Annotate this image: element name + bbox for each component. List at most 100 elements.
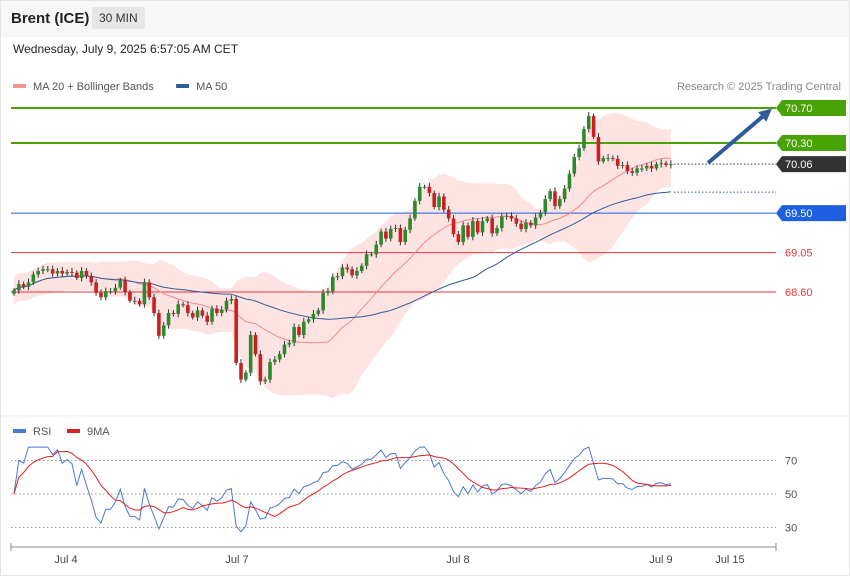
- candle-body: [538, 212, 543, 218]
- candle-body: [128, 292, 132, 301]
- candle-body: [302, 321, 306, 335]
- candle-body: [456, 234, 461, 243]
- candle-body: [74, 272, 79, 278]
- candle-body: [582, 129, 586, 149]
- rsi-legend-label: 9MA: [87, 426, 110, 438]
- candle-body: [359, 265, 364, 271]
- candle-body: [355, 270, 359, 276]
- candle-body: [398, 228, 403, 243]
- candle-body: [509, 215, 514, 219]
- candle-body: [263, 379, 267, 382]
- candle-body: [649, 165, 654, 169]
- candle-body: [635, 168, 639, 173]
- candle-body: [108, 291, 113, 293]
- candle-body: [17, 284, 21, 291]
- candle-body: [461, 225, 465, 243]
- candle-body: [292, 327, 296, 343]
- candle-body: [504, 215, 509, 217]
- candle-body: [379, 231, 383, 245]
- candle-body: [297, 327, 301, 335]
- candle-body: [543, 199, 548, 213]
- candle-body: [277, 354, 282, 360]
- candle-body: [606, 157, 610, 159]
- candle-body: [311, 313, 316, 320]
- rsi-level-label: 70: [785, 456, 797, 468]
- candle-body: [567, 173, 572, 189]
- candle-body: [89, 276, 94, 283]
- candle-body: [113, 287, 118, 292]
- level-label-70.70: 70.70: [785, 103, 813, 115]
- candle-body: [176, 304, 181, 314]
- candle-body: [529, 222, 533, 226]
- ma20-line: [13, 157, 671, 344]
- candle-body: [533, 217, 538, 226]
- candle-body: [287, 342, 292, 345]
- candle-body: [620, 164, 625, 166]
- candle-body: [330, 277, 335, 292]
- candle-body: [659, 163, 664, 165]
- candle-body: [258, 354, 263, 382]
- candle-body: [388, 228, 393, 239]
- candle-body: [316, 310, 321, 314]
- candle-body: [326, 291, 330, 293]
- candle-body: [557, 199, 562, 207]
- candle-body: [273, 359, 277, 363]
- candle-body: [171, 313, 176, 315]
- candle-body: [234, 299, 238, 363]
- candle-body: [615, 158, 620, 166]
- candle-body: [118, 280, 123, 288]
- candle-body: [41, 269, 45, 271]
- candle-body: [253, 334, 258, 355]
- legend-swatch: [176, 84, 190, 88]
- candle-body: [630, 171, 635, 173]
- legend-swatch: [13, 84, 26, 88]
- candle-body: [417, 186, 422, 201]
- candle-body: [384, 231, 388, 239]
- candle-body: [321, 292, 325, 311]
- candle-body: [466, 225, 470, 237]
- candle-body: [205, 315, 209, 322]
- candle-body: [500, 216, 504, 229]
- candle-body: [239, 362, 243, 380]
- candle-body: [577, 148, 581, 158]
- candle-body: [268, 362, 272, 380]
- candle-body: [422, 186, 427, 188]
- candle-body: [524, 222, 528, 229]
- candle-body: [345, 267, 350, 270]
- level-tag-70.06: [776, 156, 846, 173]
- candle-body: [210, 308, 214, 322]
- candle-body: [490, 218, 494, 234]
- candle-body: [248, 334, 253, 373]
- x-tick-label: Jul 7: [225, 554, 248, 566]
- candle-body: [36, 270, 40, 275]
- candle-body: [451, 218, 456, 235]
- ma50-line: [13, 191, 671, 320]
- candle-body: [103, 291, 108, 298]
- rsi-level-label: 30: [785, 523, 797, 535]
- candle-body: [195, 310, 200, 318]
- candle-body: [572, 157, 577, 174]
- candle-body: [669, 164, 673, 166]
- candle-body: [84, 270, 89, 277]
- rsi-legend-label: RSI: [33, 426, 51, 438]
- candle-body: [21, 284, 26, 287]
- candle-body: [495, 228, 499, 234]
- candle-body: [142, 282, 147, 305]
- candle-body: [26, 282, 31, 287]
- candle-body: [60, 270, 65, 274]
- timeframe-badge[interactable]: 30 MIN: [92, 7, 145, 29]
- candle-body: [166, 313, 171, 326]
- candle-body: [70, 271, 74, 273]
- candle-body: [190, 313, 195, 318]
- level-tag-70.70: [776, 100, 846, 116]
- x-tick-label: Jul 15: [715, 554, 744, 566]
- candle-body: [219, 309, 224, 314]
- candle-body: [152, 297, 156, 314]
- candle-body: [282, 344, 287, 355]
- candle-body: [123, 280, 127, 292]
- candle-body: [437, 196, 441, 208]
- candle-body: [393, 228, 398, 230]
- candle-body: [306, 319, 311, 322]
- candle-body: [427, 186, 432, 193]
- candle-body: [446, 209, 451, 219]
